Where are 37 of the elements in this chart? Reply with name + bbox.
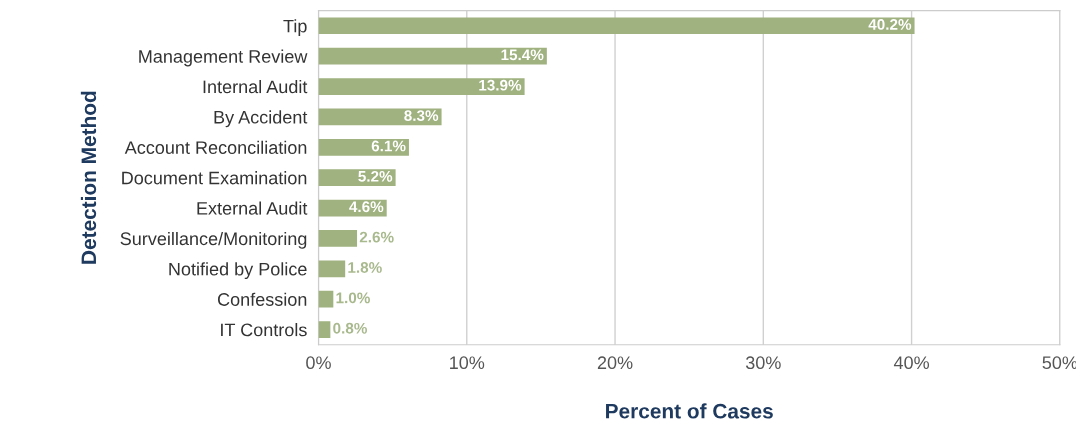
data-label: 13.9% <box>479 79 522 91</box>
y-tick-label: External Audit <box>197 201 308 215</box>
data-label: 6.1% <box>371 140 406 152</box>
data-label: 1.8% <box>348 262 382 273</box>
data-label: 1.0% <box>336 292 370 304</box>
y-tick-label: Surveillance/Monitoring <box>120 231 307 249</box>
x-tick-label: 40% <box>893 356 930 370</box>
data-label: 4.6% <box>349 201 384 213</box>
bar <box>318 230 358 247</box>
x-tick-label: 0% <box>306 356 331 370</box>
bar <box>318 260 346 278</box>
y-tick-label: Tip <box>283 19 307 37</box>
bar <box>318 138 409 156</box>
bar <box>318 47 547 65</box>
y-axis-title: Detection Method <box>80 91 97 264</box>
x-tick-label: 30% <box>745 356 781 370</box>
bar <box>318 17 915 35</box>
y-tick-label: Notified by Police <box>169 262 307 280</box>
x-tick-label: 10% <box>450 356 485 370</box>
y-tick-label: Management Review <box>139 49 308 67</box>
x-axis-title: Percent of Cases <box>606 403 773 419</box>
y-tick-label: Account Reconciliation <box>124 140 307 154</box>
data-label: 40.2% <box>868 19 912 30</box>
data-label: 0.8% <box>333 322 367 334</box>
data-label: 2.6% <box>359 231 394 243</box>
y-tick-label: Document Examination <box>122 171 307 185</box>
y-tick-label: By Accident <box>214 110 308 128</box>
y-tick-label: Confession <box>217 292 307 306</box>
data-label: 15.4% <box>501 49 544 61</box>
data-label: 5.2% <box>358 170 393 182</box>
bar <box>318 321 331 338</box>
x-tick-label: 20% <box>597 356 633 370</box>
y-tick-label: Internal Audit <box>203 79 308 94</box>
bar <box>318 290 334 308</box>
y-tick-label: IT Controls <box>221 323 307 337</box>
data-label: 8.3% <box>404 110 439 122</box>
bar <box>318 78 525 95</box>
